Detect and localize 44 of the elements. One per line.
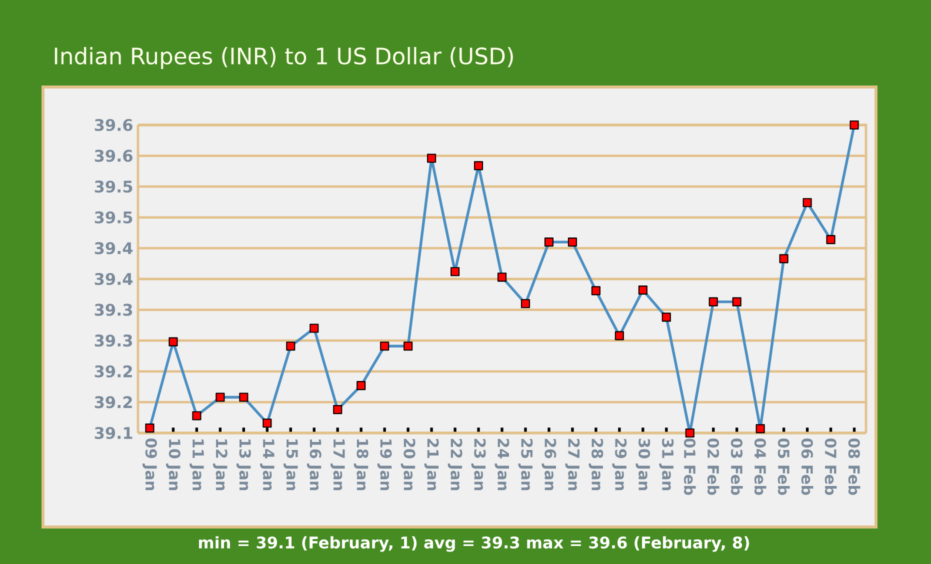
x-tick-label: 26 Jan	[542, 438, 556, 490]
chart-title: Indian Rupees (INR) to 1 US Dollar (USD)	[54, 47, 513, 69]
x-tick-label: 04 Feb	[754, 438, 766, 495]
x-tick-label: 30 Jan	[636, 438, 650, 490]
x-tick-label: 12 Jan	[212, 439, 228, 490]
x-tick-label: 11 Jan	[190, 439, 204, 490]
x-tick-label: 31 Jan	[659, 438, 674, 490]
x-tick-label: 03 Feb	[730, 438, 743, 495]
y-tick-label: 39.4	[94, 272, 133, 286]
x-tick-label: 24 Jan	[494, 438, 510, 490]
x-tick-label: 14 Jan	[260, 439, 274, 490]
y-tick-label: 39.3	[94, 334, 132, 347]
x-tick-label: 15 Jan	[284, 439, 298, 490]
x-tick-label: 28 Jan	[588, 438, 604, 490]
x-tick-label: 23 Jan	[471, 438, 486, 490]
y-tick-label: 39.4	[94, 242, 133, 254]
x-tick-label: 17 Jan	[330, 439, 345, 490]
y-tick-label: 39.2	[94, 365, 132, 378]
y-tick-label: 39.6	[94, 118, 132, 132]
x-tick-label: 08 Feb	[848, 438, 860, 495]
x-tick-label: 19 Jan	[377, 439, 392, 490]
x-tick-label: 13 Jan	[236, 439, 251, 490]
x-tick-label: 22 Jan	[448, 438, 462, 490]
x-tick-label: 02 Feb	[707, 438, 720, 495]
x-tick-label: 29 Jan	[612, 438, 627, 490]
x-tick-label: 10 Jan	[166, 439, 180, 490]
x-tick-label: 25 Jan	[518, 438, 533, 490]
x-tick-label: 06 Feb	[801, 438, 814, 495]
x-tick-label: 05 Feb	[778, 438, 790, 495]
y-tick-label: 39.6	[94, 150, 132, 162]
x-tick-label: 20 Jan	[400, 438, 416, 490]
y-tick-label: 39.1	[94, 426, 132, 440]
x-tick-label: 18 Jan	[354, 439, 368, 490]
x-tick-label: 01 Feb	[684, 438, 696, 495]
x-tick-label: 27 Jan	[565, 438, 580, 490]
x-tick-label: 07 Feb	[824, 438, 837, 495]
y-tick-label: 39.5	[94, 211, 132, 224]
y-tick-label: 39.2	[94, 396, 132, 408]
x-tick-label: 16 Jan	[306, 439, 322, 490]
x-tick-label: 21 Jan	[424, 438, 439, 490]
x-tick-label: 09 Jan	[142, 438, 157, 490]
y-tick-label: 39.3	[94, 304, 132, 316]
y-tick-label: 39.5	[94, 180, 132, 193]
text: min = 39.1 (February, 1) avg = 39.3 max = 39.6 (February, 8)	[199, 536, 750, 552]
